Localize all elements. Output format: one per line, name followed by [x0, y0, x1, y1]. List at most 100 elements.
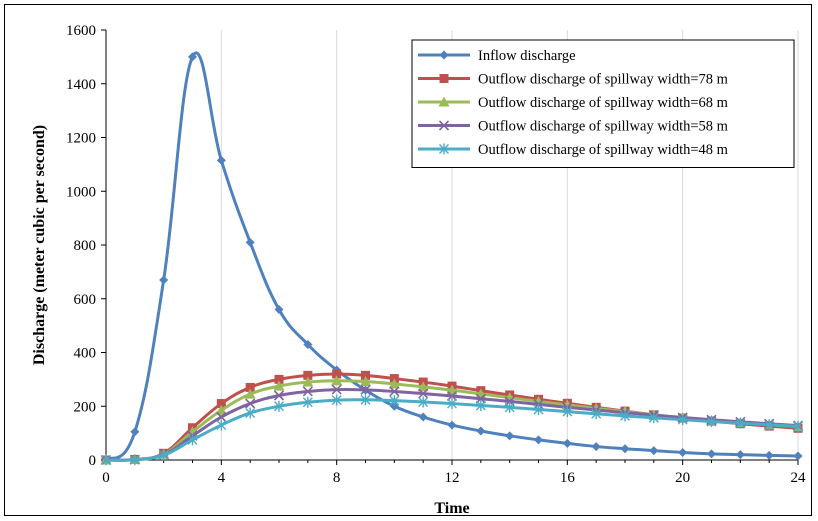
marker-point [389, 386, 400, 397]
marker-point [418, 396, 429, 408]
marker-point [764, 419, 775, 431]
x-tick-label: 16 [560, 470, 576, 486]
marker-point [245, 407, 256, 419]
y-tick-label: 200 [74, 399, 97, 415]
legend-item-1: Inflow discharge [418, 48, 576, 64]
marker-point [438, 96, 450, 107]
marker-point [216, 419, 227, 431]
marker-point [302, 386, 313, 397]
x-tick-label: 24 [791, 470, 807, 486]
legend-item-2: Outflow discharge of spillway width=78 m [418, 72, 729, 88]
marker-point [591, 408, 602, 420]
marker-point [303, 339, 313, 349]
x-axis-title: Time [434, 500, 469, 517]
marker-point [216, 155, 226, 165]
marker-point [439, 50, 449, 60]
marker-point [620, 410, 630, 422]
marker-point [447, 420, 457, 430]
marker-point [438, 120, 450, 131]
marker-point [533, 403, 544, 415]
marker-point [476, 426, 486, 436]
marker-point [274, 305, 284, 314]
legend-item-4: Outflow discharge of spillway width=58 m [418, 119, 729, 135]
marker-point [447, 398, 457, 410]
marker-point [159, 275, 169, 285]
marker-point [360, 376, 371, 387]
marker-point [361, 370, 370, 380]
marker-point [418, 388, 429, 399]
marker-point [439, 74, 449, 83]
marker-point [216, 399, 226, 409]
x-tick-label: 12 [445, 470, 460, 486]
marker-point [187, 434, 198, 446]
marker-point [331, 384, 342, 395]
series-group [100, 51, 804, 466]
marker-point [331, 394, 342, 406]
marker-point [244, 388, 256, 399]
marker-point [417, 381, 429, 392]
y-tick-label: 400 [74, 346, 97, 362]
marker-point [446, 390, 458, 402]
legend-label: Outflow discharge of spillway width=78 m [478, 72, 729, 88]
y-tick-label: 0 [89, 453, 97, 469]
axes: 0 200 400 600 800 1000 1200 1400 1600 0 4 8 12 16 20 24 [66, 23, 806, 486]
series-5 [101, 394, 803, 466]
x-tick-label: 0 [102, 470, 110, 486]
marker-point [389, 401, 399, 411]
marker-point [245, 398, 256, 409]
marker-point [439, 143, 449, 155]
marker-point [273, 380, 285, 391]
y-tick-label: 600 [74, 292, 97, 308]
marker-point [707, 449, 716, 459]
marker-point [332, 369, 342, 379]
legend-item-5: Outflow discharge of spillway width=48 m [418, 142, 729, 158]
legend-label: Outflow discharge of spillway width=58 m [478, 119, 729, 135]
y-tick-label: 800 [74, 238, 97, 254]
legend-item-3: Outflow discharge of spillway width=68 m [418, 95, 729, 111]
marker-point [302, 396, 313, 408]
x-tick-label: 8 [333, 470, 341, 486]
y-axis-title: Discharge (meter cubic per second) [31, 125, 48, 365]
marker-point [475, 399, 486, 411]
marker-point [534, 435, 543, 445]
marker-point [764, 450, 774, 460]
marker-point [360, 384, 371, 395]
marker-point [302, 376, 314, 387]
x-tick-label: 20 [675, 470, 690, 486]
marker-point [303, 370, 313, 380]
marker-point [274, 374, 284, 384]
marker-point [101, 454, 111, 466]
marker-point [446, 384, 458, 395]
marker-point [562, 406, 573, 418]
legend-label: Outflow discharge of spillway width=68 m [478, 95, 729, 111]
marker-point [793, 451, 803, 461]
marker-point [215, 404, 227, 415]
marker-point [216, 411, 227, 423]
y-tick-label: 1200 [66, 131, 96, 147]
marker-point [188, 52, 197, 62]
marker-point [677, 414, 688, 426]
marker-point [273, 390, 285, 401]
marker-point [793, 420, 803, 432]
marker-point [648, 412, 659, 424]
marker-point [505, 431, 515, 441]
marker-point [389, 395, 400, 407]
marker-point [678, 447, 688, 457]
y-tick-label: 1400 [66, 77, 96, 93]
legend-label: Inflow discharge [478, 48, 576, 64]
marker-point [504, 401, 515, 413]
marker-point [245, 382, 255, 392]
legend-label: Outflow discharge of spillway width=48 m [478, 142, 729, 158]
marker-point [331, 375, 343, 386]
marker-point [129, 454, 140, 466]
marker-point [158, 449, 169, 461]
marker-point [620, 444, 630, 454]
marker-point [735, 417, 746, 429]
x-tick-label: 4 [218, 470, 226, 486]
marker-point [245, 237, 255, 247]
marker-point [418, 412, 428, 422]
y-tick-label: 1000 [66, 184, 96, 200]
legend-box [411, 39, 795, 168]
marker-point [130, 427, 140, 437]
